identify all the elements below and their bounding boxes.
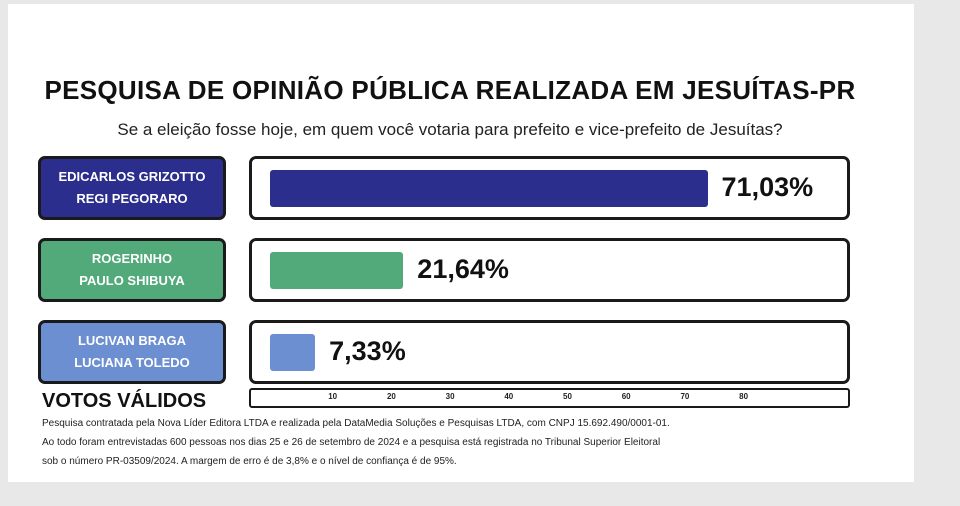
data-label: 7,33% (329, 336, 406, 366)
x-axis: 10 20 30 40 50 60 70 80 (249, 388, 850, 408)
data-label: 71,03% (721, 172, 814, 202)
footnote-line: sob o número PR-03509/2024. A margem de … (42, 456, 457, 467)
candidate-name: EDICARLOS GRIZOTTO (58, 169, 206, 184)
x-tick-label: 30 (445, 392, 455, 401)
x-tick-label: 40 (504, 392, 514, 401)
bar (270, 252, 404, 289)
vice-candidate-name: REGI PEGORARO (76, 191, 188, 206)
candidate-label-box: LUCIVAN BRAGA LUCIANA TOLEDO (38, 320, 226, 384)
chart-subtitle: Se a eleição fosse hoje, em quem você vo… (117, 120, 783, 139)
bar (270, 334, 316, 371)
bar-frame: 71,03% (249, 156, 850, 220)
bar (270, 170, 708, 207)
chart-title: PESQUISA DE OPINIÃO PÚBLICA REALIZADA EM… (44, 75, 856, 105)
axis-caption: VOTOS VÁLIDOS (42, 390, 207, 412)
x-tick-label: 50 (563, 392, 572, 401)
x-tick-label: 20 (386, 392, 396, 401)
x-tick-label: 80 (739, 392, 749, 401)
bar-frame: 21,64% (249, 238, 850, 302)
footnote-line: Pesquisa contratada pela Nova Líder Edit… (42, 418, 670, 429)
x-tick-label: 10 (328, 392, 338, 401)
x-tick-label: 70 (680, 392, 690, 401)
methodology-footnote: Pesquisa contratada pela Nova Líder Edit… (42, 414, 882, 471)
candidate-label-box: ROGERINHO PAULO SHIBUYA (38, 238, 226, 302)
vice-candidate-name: LUCIANA TOLEDO (74, 355, 190, 370)
x-tick-label: 60 (621, 392, 631, 401)
vice-candidate-name: PAULO SHIBUYA (79, 273, 185, 288)
candidate-name: ROGERINHO (91, 251, 173, 266)
data-label: 21,64% (417, 254, 509, 284)
candidate-name: LUCIVAN BRAGA (77, 333, 187, 348)
candidate-label-box: EDICARLOS GRIZOTTO REGI PEGORARO (38, 156, 226, 220)
bar-frame: 7,33% (249, 320, 850, 384)
footnote-line: Ao todo foram entrevistadas 600 pessoas … (42, 437, 661, 448)
